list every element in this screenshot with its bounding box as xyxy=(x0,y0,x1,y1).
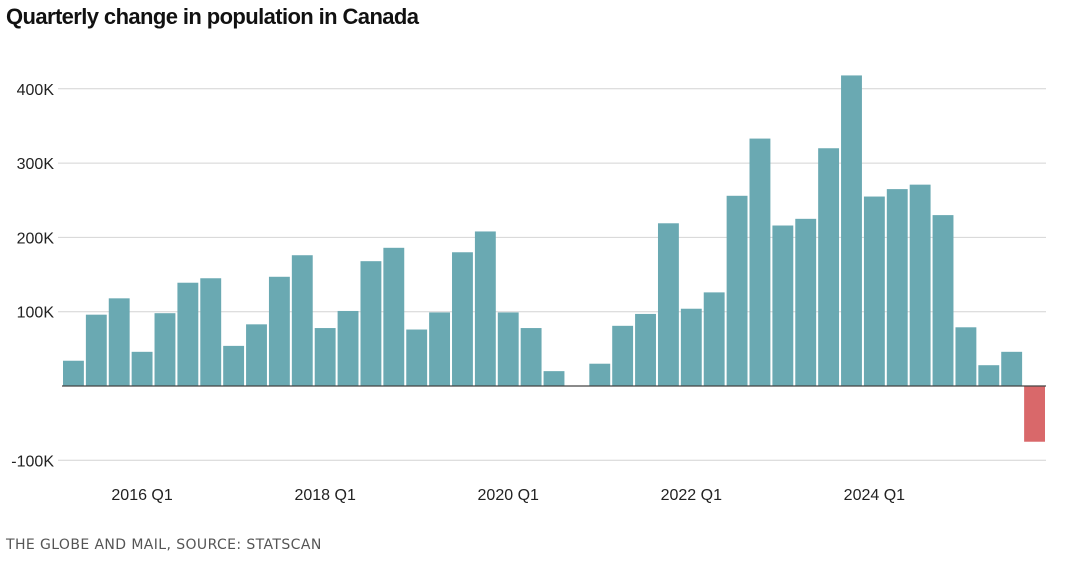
bar-2024-q1 xyxy=(863,196,885,386)
y-tick-label: 100K xyxy=(17,305,55,322)
bar-2020-q2 xyxy=(520,328,542,386)
y-tick-label: 300K xyxy=(17,156,55,173)
bar-2020-q3 xyxy=(543,371,565,386)
bar-2024-q4 xyxy=(932,215,954,386)
y-tick-label: 400K xyxy=(17,82,55,99)
chart-title: Quarterly change in population in Canada xyxy=(6,4,419,29)
bar-2022-q2 xyxy=(703,292,725,386)
bar-2018-q3 xyxy=(360,261,382,386)
bar-2023-q4 xyxy=(841,75,862,387)
y-tick-label: -100K xyxy=(11,453,54,470)
bar-2025-q3 xyxy=(1001,351,1023,386)
bar-2017-q4 xyxy=(291,255,313,386)
x-tick-label: 2020 Q1 xyxy=(478,487,539,504)
bar-2022-q4 xyxy=(749,138,771,386)
bar-2022-q1 xyxy=(680,308,702,386)
bar-2018-q2 xyxy=(337,310,359,386)
bar-2019-q3 xyxy=(452,252,473,386)
x-tick-label: 2016 Q1 xyxy=(111,487,172,504)
tick-labels: 400K 300K 200K 100K -100K 2016 Q1 2018 Q1 2020 … xyxy=(11,82,905,504)
bar-2017-q3 xyxy=(268,276,290,386)
bar-2021-q3 xyxy=(635,313,656,386)
bar-2022-q3 xyxy=(726,195,748,386)
bar-2016-q1 xyxy=(131,351,153,386)
bar-2023-q1 xyxy=(772,225,794,386)
x-tick-label: 2018 Q1 xyxy=(294,487,355,504)
bar-2015-q4 xyxy=(108,298,130,386)
bar-2024-q2 xyxy=(886,189,908,386)
bar-2017-q1 xyxy=(223,345,245,386)
bar-2015-q3 xyxy=(85,314,107,386)
bar-2021-q4 xyxy=(657,223,679,386)
y-tick-label: 200K xyxy=(17,230,55,247)
bars xyxy=(63,75,1045,442)
bar-2019-q1 xyxy=(406,329,428,386)
source-credit: THE GLOBE AND MAIL, SOURCE: STATSCAN xyxy=(6,537,322,553)
bar-2023-q3 xyxy=(818,148,840,386)
bar-2021-q1 xyxy=(589,363,611,386)
bar-2018-q4 xyxy=(383,247,405,386)
bar-2018-q1 xyxy=(314,328,336,386)
bar-2017-q2 xyxy=(246,324,267,386)
bar-2019-q4 xyxy=(474,231,496,386)
bar-2016-q3 xyxy=(177,282,199,386)
bar-2019-q2 xyxy=(429,312,451,386)
bar-2025-q4 xyxy=(1024,386,1045,442)
bar-2025-q1 xyxy=(955,327,977,386)
x-tick-label: 2024 Q1 xyxy=(844,487,905,504)
bar-2015-q2 xyxy=(63,360,84,386)
bar-2020-q1 xyxy=(497,312,519,386)
bar-2025-q2 xyxy=(978,365,1000,386)
bar-2024-q3 xyxy=(909,184,931,386)
bar-2021-q2 xyxy=(612,325,634,386)
bar-2016-q2 xyxy=(154,313,176,386)
bar-2016-q4 xyxy=(200,278,222,386)
x-tick-label: 2022 Q1 xyxy=(661,487,722,504)
bar-2023-q2 xyxy=(795,218,817,386)
bar-chart: 400K 300K 200K 100K -100K 2016 Q1 2018 Q1 2020 … xyxy=(11,75,1046,504)
